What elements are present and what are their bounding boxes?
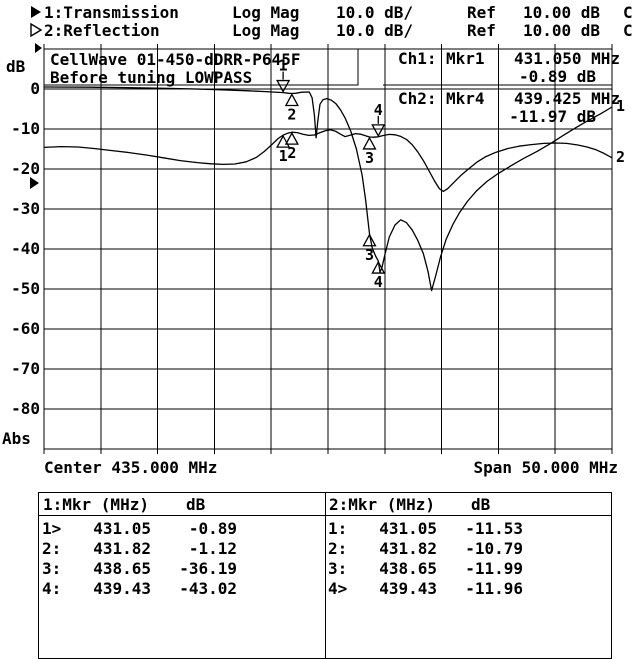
marker-2-trace-1-icon [284,93,299,107]
table-1-header-unit: dB [186,495,206,514]
y-axis-tick-label: -30 [11,199,40,218]
channel-2-icon [30,23,42,37]
marker-2-trace-2-icon [284,131,299,145]
readout-ch2-level: -11.97 dB [509,107,596,126]
title-box [43,48,359,86]
center-frequency-label: Center 435.000 MHz [44,458,218,477]
marker-row-frequency: 431.82 [93,539,151,558]
y-axis-tick-label: -70 [11,359,40,378]
trace-2-path [43,129,613,193]
marker-4-trace-2-icon [371,124,386,138]
channel-2-ref-label: Ref [467,21,496,40]
title-line-2: Before tuning LOWPASS [50,68,253,87]
marker-2-trace-2-label: 2 [287,144,296,162]
marker-3-trace-2-label: 3 [365,149,374,167]
marker-row-number: 2: [328,539,348,558]
y-axis-tick-label: -50 [11,279,40,298]
channel-2-ref-value: 10.00 dB [523,21,601,40]
y-axis-tick-label: 0 [30,79,40,98]
marker-row-number: 2: [42,539,62,558]
marker-row-frequency: 439.43 [379,579,437,598]
marker-row-frequency: 439.43 [93,579,151,598]
marker-row-frequency: 431.05 [379,519,437,538]
y-axis-unit-label: dB [6,57,26,76]
table-2-header-unit: dB [471,495,491,514]
table-1-header: 1:Mkr (MHz) [43,495,149,514]
channel-2-format: Log Mag [232,21,300,40]
readout-ch1-channel: Ch1: [398,49,437,68]
title-line-1: CellWave 01-450-dDRR-P645F [50,50,301,69]
grid-lines [43,44,613,454]
marker-table: 1:Mkr (MHz) dB 2:Mkr (MHz) dB 1> 431.05 -0… [38,492,612,659]
marker-row-number: 3: [328,559,348,578]
marker-row-number: 3: [42,559,62,578]
marker-row-level: -43.02 [179,579,237,598]
channel-1-format: Log Mag [232,3,300,22]
readout-ch1-marker: Mkr1 [446,49,485,68]
marker-1-trace-2-label: 1 [279,147,288,165]
marker-4-trace-1-label: 4 [374,273,383,291]
marker-row-level: -36.19 [179,559,237,578]
y-axis-tick-label: -10 [11,119,40,138]
table-2-header: 2:Mkr (MHz) [329,495,435,514]
y-axis-tick-label: -20 [11,159,40,178]
channel-1-ref-value: 10.00 dB [523,3,601,22]
channel-2-scale: 10.0 dB/ [336,21,414,40]
readout-ch1-level: -0.89 dB [518,67,596,86]
marker-3-trace-1-icon [362,233,377,247]
marker-3-trace-1-label: 3 [365,246,374,264]
marker-row-frequency: 431.05 [93,519,151,538]
channel-1-label: 1:Transmission [44,3,179,22]
marker-row-number: 4> [328,579,348,598]
trace-1-end-label: 1 [616,97,625,115]
y-axis-tick-label: -80 [11,399,40,418]
marker-4-trace-2-label: 4 [374,101,383,119]
marker-1-trace-2-icon [276,134,291,148]
channel-1-ref-label: Ref [467,3,496,22]
trace-2-end-label: 2 [616,148,625,166]
y-axis-tick-label: -40 [11,239,40,258]
marker-row-level: -10.79 [465,539,523,558]
channel-1-status: C [623,3,633,22]
marker-row-number: 1> [42,519,62,538]
marker-row-number: 4: [42,579,62,598]
marker-row-level: -11.99 [465,559,523,578]
readout-ch2-marker: Mkr4 [446,89,485,108]
readout-ch2-freq: 439.425 MHz [514,89,620,108]
marker-row-level: -11.53 [465,519,523,538]
marker-row-frequency: 438.65 [379,559,437,578]
marker-row-level: -11.96 [465,579,523,598]
readout-ch2-channel: Ch2: [398,89,437,108]
marker-row-frequency: 431.82 [379,539,437,558]
ch2-ref-pointer-icon [30,177,39,189]
ref-level-pointer-icon [35,43,42,53]
y-axis-bottom-label: Abs [2,429,31,448]
marker-4-trace-1-icon [371,260,386,274]
marker-table-divider [325,493,326,658]
marker-2-trace-1-label: 2 [287,105,296,123]
readout-ch1-freq: 431.050 MHz [514,49,620,68]
active-channel-1-icon [30,5,42,19]
marker-3-trace-2-icon [362,136,377,150]
marker-row-level: -1.12 [188,539,237,558]
marker-row-number: 1: [328,519,348,538]
trace-1-path [43,86,613,292]
marker-table-header-rule [39,515,611,516]
span-label: Span 50.000 MHz [473,458,619,477]
channel-1-scale: 10.0 dB/ [336,3,414,22]
y-axis-tick-label: -60 [11,319,40,338]
marker-row-level: -0.89 [188,519,237,538]
marker-row-frequency: 438.65 [93,559,151,578]
channel-2-status: C [623,21,633,40]
marker-1-trace-1-icon [276,79,291,93]
marker-1-trace-1-label: 1 [279,57,288,75]
channel-2-label: 2:Reflection [44,21,160,40]
